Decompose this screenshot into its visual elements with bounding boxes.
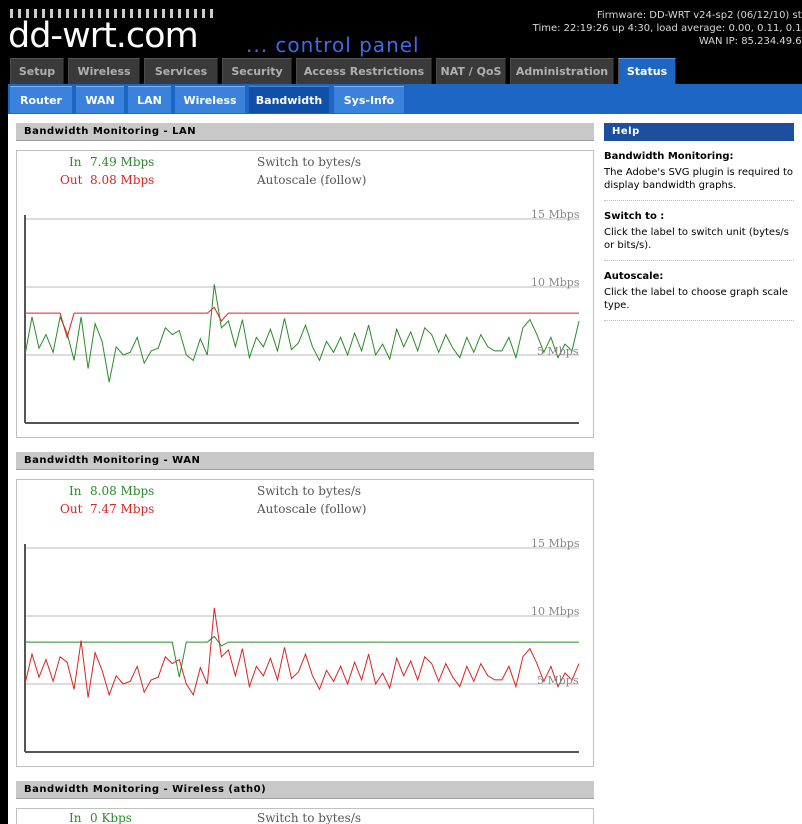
lan-bandwidth-chart	[24, 215, 580, 424]
subtab-wireless[interactable]: Wireless	[175, 86, 245, 113]
logo: dd-wrt.com	[8, 16, 199, 56]
lan-switch-units-link[interactable]: Switch to bytes/s	[257, 155, 362, 169]
section-title-wan: Bandwidth Monitoring - WAN	[16, 452, 594, 470]
wireless-in-value: 0 Kbps	[90, 811, 132, 824]
help-heading: Autoscale:	[604, 271, 664, 282]
tab-wireless[interactable]: Wireless	[68, 58, 140, 84]
graph-wireless: In 0 Kbps Switch to bytes/s	[16, 808, 594, 824]
wan-in-value: 8.08 Mbps	[90, 484, 155, 498]
lan-autoscale-link[interactable]: Autoscale (follow)	[257, 173, 367, 187]
help-heading: Bandwidth Monitoring:	[604, 151, 734, 162]
lan-scale-10: 10 Mbps	[531, 276, 580, 289]
help-heading: Switch to :	[604, 211, 665, 222]
lan-in-value: 7.49 Mbps	[90, 155, 155, 169]
lan-in-label: In	[69, 155, 82, 169]
lan-series-out	[25, 306, 579, 340]
subtab-bandwidth[interactable]: Bandwidth	[249, 86, 329, 113]
lan-out-label: Out	[60, 173, 83, 187]
subtab-sys-info[interactable]: Sys-Info	[334, 86, 404, 113]
lan-scale-5: 5 Mbps	[537, 345, 579, 358]
wan-out-label: Out	[60, 502, 83, 516]
logo-stripes	[10, 9, 213, 18]
system-info: Firmware: DD-WRT v24-sp2 (06/12/10) std …	[533, 9, 802, 48]
wan-series-in	[25, 635, 579, 678]
wan-ip-text: WAN IP: 85.234.49.64	[698, 36, 802, 47]
wan-scale-15: 15 Mbps	[531, 537, 580, 550]
tab-status[interactable]: Status	[618, 58, 676, 84]
wan-scale-10: 10 Mbps	[531, 605, 580, 618]
help-item: Autoscale: Click the label to choose gra…	[604, 261, 794, 321]
firmware-text: Firmware: DD-WRT v24-sp2 (06/12/10) std	[596, 10, 802, 21]
help-item: Bandwidth Monitoring: The Adobe's SVG pl…	[604, 141, 794, 201]
help-title: Help	[604, 123, 794, 141]
help-panel: Help Bandwidth Monitoring: The Adobe's S…	[604, 123, 794, 321]
graph-wan: In 8.08 Mbps Out 7.47 Mbps Switch to byt…	[16, 479, 594, 767]
subtab-lan[interactable]: LAN	[128, 86, 171, 113]
help-item: Switch to : Click the label to switch un…	[604, 201, 794, 261]
subtab-router[interactable]: Router	[10, 86, 72, 113]
help-text: Click the label to choose graph scale ty…	[604, 287, 789, 311]
section-title-wireless: Bandwidth Monitoring - Wireless (ath0)	[16, 781, 594, 799]
subtab-wan[interactable]: WAN	[76, 86, 124, 113]
sub-nav: Router WAN LAN Wireless Bandwidth Sys-In…	[8, 84, 802, 114]
help-text: Click the label to switch unit (bytes/s …	[604, 227, 789, 251]
tab-services[interactable]: Services	[144, 58, 218, 84]
wan-out-value: 7.47 Mbps	[90, 502, 155, 516]
page-header: dd-wrt.com ... control panel Firmware: D…	[0, 0, 802, 57]
lan-scale-15: 15 Mbps	[531, 208, 580, 221]
tab-administration[interactable]: Administration	[510, 58, 614, 84]
section-title-lan: Bandwidth Monitoring - LAN	[16, 123, 594, 141]
lan-series-in	[24, 284, 580, 383]
tab-nat-qos[interactable]: NAT / QoS	[436, 58, 506, 84]
wireless-in-label: In	[69, 811, 82, 824]
wan-series-out	[24, 607, 580, 698]
wan-bandwidth-chart	[24, 544, 580, 753]
content-area: Bandwidth Monitoring - LAN In 7.49 Mbps …	[8, 114, 802, 824]
graph-lan: In 7.49 Mbps Out 8.08 Mbps Switch to byt…	[16, 150, 594, 438]
uptime-text: Time: 22:19:26 up 4:30, load average: 0.…	[532, 23, 802, 34]
tab-security[interactable]: Security	[222, 58, 292, 84]
tab-setup[interactable]: Setup	[10, 58, 64, 84]
wan-autoscale-link[interactable]: Autoscale (follow)	[257, 502, 367, 516]
wan-scale-5: 5 Mbps	[537, 674, 579, 687]
wireless-switch-units-link[interactable]: Switch to bytes/s	[257, 811, 362, 824]
help-text: The Adobe's SVG plugin is required to di…	[604, 167, 794, 191]
lan-out-value: 8.08 Mbps	[90, 173, 155, 187]
logo-subtitle: ... control panel	[246, 33, 420, 57]
wan-switch-units-link[interactable]: Switch to bytes/s	[257, 484, 362, 498]
wan-in-label: In	[69, 484, 82, 498]
tab-access-restrictions[interactable]: Access Restrictions	[296, 58, 432, 84]
